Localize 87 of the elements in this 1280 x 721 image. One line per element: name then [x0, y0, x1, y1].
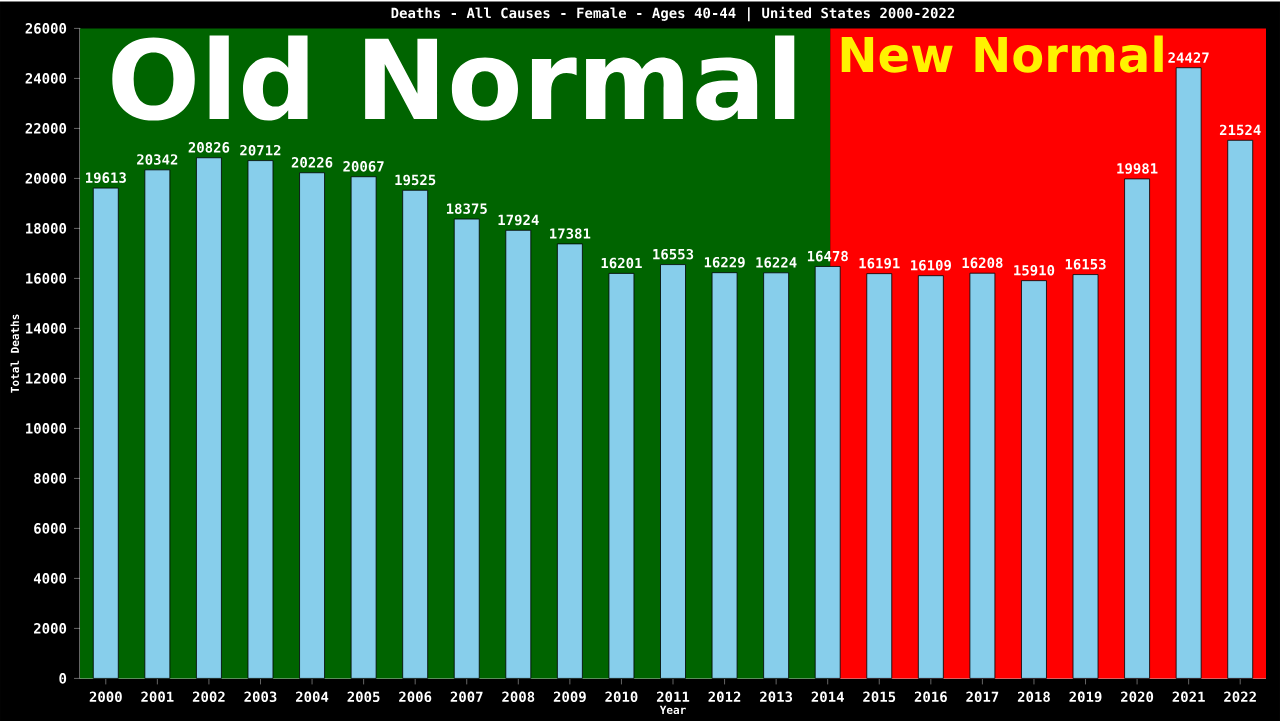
y-tick-label: 12000 — [26, 372, 67, 384]
bar — [1072, 273, 1099, 679]
data-label: 16191 — [859, 257, 900, 269]
data-label: 17924 — [498, 214, 539, 226]
bar — [92, 187, 119, 679]
bar — [299, 172, 325, 679]
y-axis-title: Total Deaths — [10, 314, 20, 393]
data-label: 16208 — [962, 257, 1003, 268]
x-tick-label: 2004 — [295, 691, 329, 702]
bar — [1124, 178, 1150, 679]
x-tick-label: 2000 — [89, 691, 122, 702]
x-tick-label: 2021 — [1172, 691, 1205, 702]
data-label: 20826 — [188, 141, 230, 153]
y-tick-label: 24000 — [25, 72, 67, 84]
x-tick-label: 2002 — [192, 691, 225, 702]
bar — [1021, 280, 1047, 679]
y-tick-label: 14000 — [26, 322, 67, 334]
data-label: 24427 — [1168, 52, 1209, 63]
data-label: 16109 — [911, 259, 951, 271]
data-label: 20342 — [137, 154, 178, 165]
bar — [969, 272, 996, 679]
chart-title: Deaths - All Causes - Female - Ages 40-44 | United States 2000-2022 — [391, 6, 955, 22]
x-tick-label: 2013 — [760, 691, 793, 702]
bar — [350, 176, 377, 679]
x-tick-label: 2012 — [708, 691, 741, 702]
data-label: 20067 — [343, 160, 384, 172]
bar — [866, 273, 893, 679]
x-tick-label: 2020 — [1121, 691, 1154, 702]
y-tick-label: 4000 — [33, 572, 67, 584]
data-label: 19981 — [1117, 162, 1158, 174]
y-tick-label: 22000 — [25, 122, 67, 134]
bar — [608, 272, 635, 679]
data-label: 20226 — [291, 156, 333, 168]
data-label: 17381 — [550, 228, 591, 239]
y-tick-label: 6000 — [34, 522, 67, 534]
x-tick-label: 2005 — [347, 691, 380, 702]
x-tick-label: 2001 — [141, 691, 174, 702]
bar — [247, 160, 274, 679]
x-tick-label: 2011 — [656, 691, 690, 702]
y-tick-label: 2000 — [34, 622, 67, 634]
x-tick-label: 2019 — [1069, 691, 1102, 702]
x-tick-label: 2010 — [605, 691, 638, 702]
y-tick-label: 20000 — [25, 172, 67, 184]
x-tick-label: 2017 — [966, 691, 999, 702]
data-label: 16553 — [653, 248, 694, 260]
bar — [1175, 67, 1202, 679]
data-label: 20712 — [240, 144, 281, 156]
x-tick-label: 2006 — [399, 691, 432, 702]
data-label: 16201 — [601, 257, 642, 269]
x-tick-label: 2003 — [244, 691, 277, 702]
bar — [711, 272, 738, 679]
band-label: New Normal — [841, 35, 1163, 73]
bar — [556, 243, 583, 679]
x-tick-label: 2008 — [502, 691, 535, 702]
x-tick-label: 2022 — [1224, 691, 1256, 702]
x-tick-label: 2009 — [553, 691, 586, 702]
data-label: 16229 — [704, 256, 745, 268]
x-tick-label: 2007 — [450, 691, 483, 702]
y-tick-label: 10000 — [26, 422, 67, 434]
y-tick-label: 26000 — [25, 22, 67, 34]
data-label: 16153 — [1065, 258, 1106, 270]
band-label: Old Normal — [112, 35, 795, 121]
bar — [196, 157, 222, 679]
y-tick-label: 18000 — [26, 222, 67, 234]
y-tick-label: 8000 — [34, 472, 67, 484]
x-axis-title: Year — [659, 705, 686, 714]
bar — [402, 189, 429, 679]
bar — [144, 169, 171, 679]
x-tick-label: 2015 — [863, 691, 896, 702]
x-tick-label: 2018 — [1017, 691, 1050, 702]
bar — [917, 275, 944, 679]
y-tick-label: 16000 — [26, 272, 67, 284]
data-label: 16224 — [756, 256, 797, 268]
x-tick-label: 2016 — [914, 691, 947, 702]
data-label: 19613 — [86, 172, 126, 183]
x-tick-label: 2014 — [811, 691, 844, 702]
data-label: 19525 — [395, 174, 436, 185]
data-label: 15910 — [1014, 264, 1055, 276]
bar — [763, 272, 790, 679]
bar — [453, 218, 480, 679]
data-label: 18375 — [446, 203, 487, 214]
y-tick-label: 0 — [59, 672, 67, 684]
data-label: 21524 — [1219, 124, 1261, 136]
bar — [505, 229, 532, 679]
bar — [660, 263, 686, 679]
bar — [814, 265, 841, 679]
bar — [1227, 139, 1254, 679]
